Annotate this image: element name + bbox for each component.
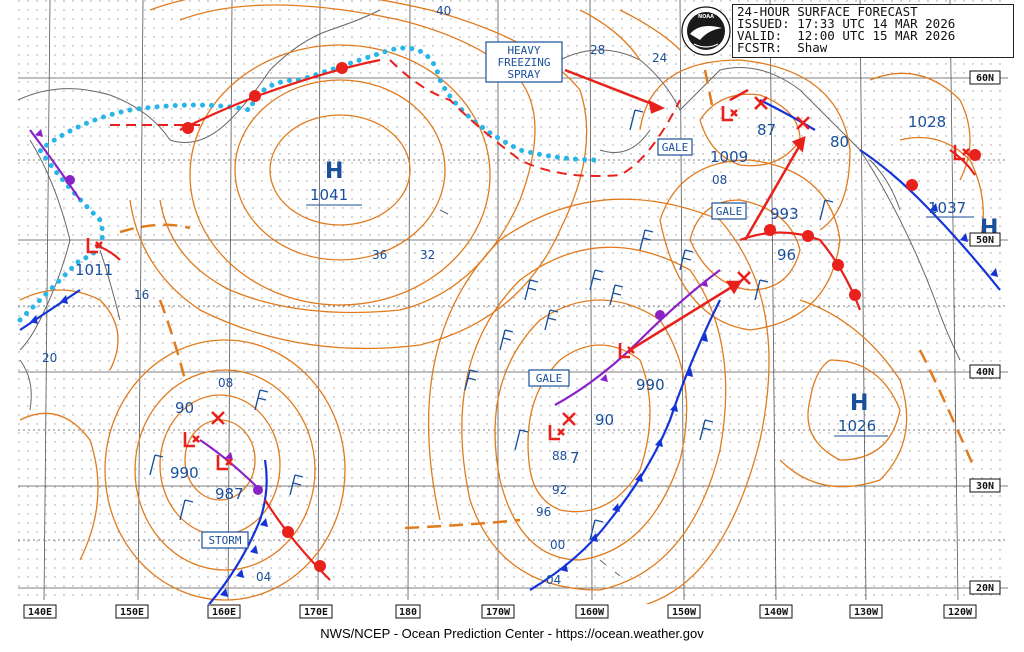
latitude-label: 50N [969, 232, 1001, 247]
track-arrows [564, 68, 806, 352]
isobar-value: 40 [436, 4, 451, 18]
svg-text:40N: 40N [976, 367, 994, 378]
isobar-value: 28 [590, 43, 605, 57]
svg-text:NOAA: NOAA [698, 14, 714, 20]
pressure-label: 1011 [75, 261, 113, 279]
latitude-label: 30N [969, 478, 1001, 493]
svg-text:180: 180 [399, 607, 417, 618]
longitude-axis: 140E 150E 160E 170E 180 170W 160W 150W [18, 604, 1008, 620]
svg-text:20N: 20N [976, 583, 994, 594]
longitude-label: 130W [849, 604, 883, 619]
warning-storm: STORM [208, 534, 241, 547]
isobar-value: 20 [42, 351, 57, 365]
isobar-value: 08 [712, 173, 727, 187]
header-title: 24-HOUR SURFACE FORECAST [737, 4, 918, 19]
pressure-label: 987 [215, 485, 244, 503]
isobar-value: 24 [652, 51, 667, 65]
svg-text:30N: 30N [976, 481, 994, 492]
svg-text:140W: 140W [764, 607, 789, 618]
isobar-value: 32 [420, 248, 435, 262]
pressure-label: 90 [175, 399, 194, 417]
warm-fronts [94, 58, 981, 581]
pressure-label: 90 [595, 411, 614, 429]
warning-gale: GALE [536, 372, 563, 385]
pressure-label: 1009 [710, 148, 748, 166]
isobar-value: 04 [256, 570, 271, 584]
isobar-value: 92 [552, 483, 567, 497]
longitude-label: 180 [395, 604, 421, 619]
latitude-label: 20N [969, 580, 1001, 595]
pressure-label: 96 [777, 246, 796, 264]
pressure-label: 88 [552, 449, 567, 463]
pressure-label: 1041 [310, 186, 348, 204]
ice-edge [17, 45, 603, 323]
cold-fronts [19, 99, 1001, 616]
longitude-label: 170E [299, 604, 333, 619]
isobar-value: 08 [218, 376, 233, 390]
svg-text:150W: 150W [672, 607, 697, 618]
pressure-labels: 1041 1037 1026 1011 990 987 90 90 88 7 9… [75, 113, 974, 503]
dotted-grid [18, 0, 1008, 600]
pressure-label: 993 [770, 205, 799, 223]
isobar-value: 16 [134, 288, 149, 302]
footer-credit: NWS/NCEP - Ocean Prediction Center - htt… [320, 626, 704, 641]
pressure-label: 7 [570, 449, 580, 467]
pressure-label: 87 [757, 121, 776, 139]
svg-text:150E: 150E [120, 607, 144, 618]
svg-text:170E: 170E [304, 607, 328, 618]
graticule [18, 0, 1008, 601]
warning-heavy-freezing-spray: FREEZING [498, 56, 551, 69]
pressure-label: 80 [830, 133, 849, 151]
warning-heavy-freezing-spray: SPRAY [507, 68, 540, 81]
forecast-header: 24-HOUR SURFACE FORECAST ISSUED: 17:33 U… [732, 4, 1014, 58]
svg-text:60N: 60N [976, 73, 994, 84]
warning-gale: GALE [716, 205, 743, 218]
svg-text:160W: 160W [580, 607, 605, 618]
noaa-logo: NOAA [681, 6, 731, 56]
longitude-label: 120W [943, 604, 977, 619]
longitude-label: 140W [759, 604, 793, 619]
pressure-label: 990 [636, 376, 665, 394]
longitude-label: 140E [23, 604, 57, 619]
isobar-value-labels: 40 28 24 36 32 16 20 08 08 92 96 00 04 0… [42, 4, 727, 587]
occluded-fronts [29, 129, 721, 495]
svg-text:160E: 160E [212, 607, 236, 618]
longitude-label: 150E [115, 604, 149, 619]
header-valid: VALID: 12:00 UTC 15 MAR 2026 [737, 28, 956, 43]
isobar-value: 00 [550, 538, 565, 552]
warning-labels: HEAVY FREEZING SPRAY GALE GALE GALE STOR… [201, 41, 747, 549]
longitude-label: 160W [575, 604, 609, 619]
header-forecaster: FCSTR: Shaw [737, 40, 828, 55]
low-centers [86, 96, 970, 471]
pressure-label: 1026 [838, 417, 876, 435]
wind-barbs [149, 109, 834, 541]
svg-text:170W: 170W [486, 607, 511, 618]
latitude-label: 40N [969, 364, 1001, 379]
coastlines [17, 9, 961, 577]
high-symbol: H [325, 159, 343, 184]
warning-gale: GALE [662, 141, 689, 154]
svg-text:130W: 130W [854, 607, 879, 618]
isobars [19, 0, 984, 611]
longitude-label: 170W [481, 604, 515, 619]
freezing-spray-zones [110, 59, 681, 177]
isobar-value: 04 [546, 573, 561, 587]
latitude-label: 60N [969, 70, 1001, 85]
pressure-label: 1037 [928, 199, 966, 217]
pressure-label: 1028 [908, 113, 946, 131]
troughs [119, 69, 977, 530]
svg-text:120W: 120W [948, 607, 973, 618]
latitude-axis: 60N 50N 40N 30N 20N [969, 70, 1001, 595]
pressure-label: 990 [170, 464, 199, 482]
svg-text:140E: 140E [28, 607, 52, 618]
svg-text:50N: 50N [976, 235, 994, 246]
high-symbol: H [850, 391, 868, 416]
header-issued: ISSUED: 17:33 UTC 14 MAR 2026 [737, 16, 956, 31]
isobar-value: 96 [536, 505, 551, 519]
longitude-label: 150W [667, 604, 701, 619]
warning-heavy-freezing-spray: HEAVY [507, 44, 540, 57]
longitude-label: 160E [207, 604, 241, 619]
isobar-value: 36 [372, 248, 387, 262]
